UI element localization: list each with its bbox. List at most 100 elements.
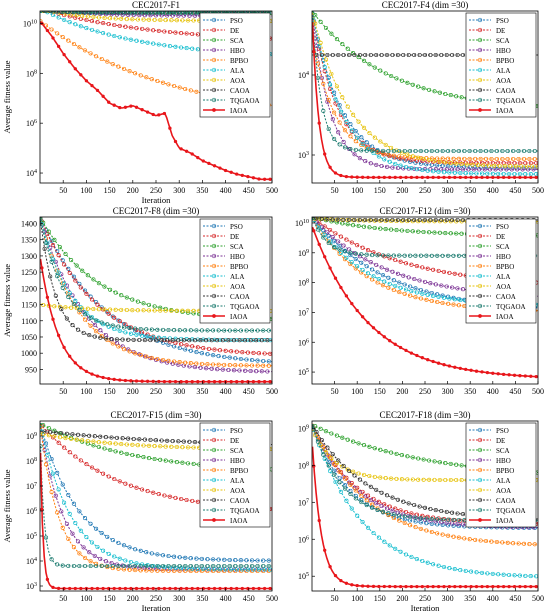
series-point-de	[387, 504, 392, 509]
series-point-iaoa	[388, 175, 392, 180]
series-point-iaoa	[529, 175, 533, 180]
series-point-iaoa	[518, 175, 522, 180]
series-point-tqgaoa	[88, 563, 93, 569]
series-point-bpbo	[397, 518, 402, 523]
series-point-aoa	[427, 157, 432, 163]
series-point-hbo	[92, 553, 97, 558]
series-point-hbo	[363, 257, 368, 262]
series-point-tqgaoa	[94, 11, 99, 15]
series-point-caoa	[48, 274, 53, 279]
series-point-caoa	[401, 217, 406, 223]
series-point-hbo	[390, 269, 395, 274]
series-point-de	[145, 489, 150, 494]
series-point-tqgaoa	[94, 318, 99, 323]
series-point-caoa	[148, 437, 153, 442]
series-point-iaoa	[366, 584, 370, 588]
series-point-tqgaoa	[505, 148, 510, 154]
series-point-ala	[365, 271, 371, 276]
series-point-aoa	[372, 135, 377, 140]
series-point-iaoa	[491, 584, 495, 589]
series-point-caoa	[450, 217, 455, 223]
series-point-ala	[195, 47, 200, 52]
series-point-iaoa	[207, 380, 211, 384]
series-point-caoa	[357, 477, 362, 482]
series-point-iaoa	[223, 168, 228, 173]
series-point-sca	[454, 231, 459, 236]
series-point-sca	[52, 237, 57, 242]
series-point-iaoa	[377, 584, 381, 589]
series-point-iaoa	[360, 315, 365, 319]
series-point-aoa	[174, 308, 179, 313]
series-point-ala	[349, 506, 354, 511]
series-point-sca	[405, 80, 410, 85]
series-point-bpbo	[511, 156, 516, 162]
x-tick-label: 450	[509, 186, 521, 195]
series-point-tqgaoa	[71, 302, 76, 307]
series-point-hbo	[75, 302, 81, 307]
series-point-aoa	[96, 307, 101, 312]
series-point-caoa	[357, 217, 362, 223]
series-point-tqgaoa	[359, 252, 364, 257]
series-point-iaoa	[328, 565, 332, 569]
series-point-tqgaoa	[227, 328, 232, 333]
series-point-tqgaoa	[326, 463, 331, 468]
series-point-ala	[507, 572, 512, 578]
series-point-bpbo	[446, 301, 451, 306]
series-point-aoa	[378, 139, 383, 144]
series-point-aoa	[421, 156, 426, 161]
series-point-caoa	[330, 452, 335, 457]
series-point-aoa	[191, 18, 196, 23]
series-point-bpbo	[418, 526, 423, 531]
series-point-tqgaoa	[149, 563, 154, 569]
series-point-iaoa	[350, 583, 354, 587]
series-point-tqgaoa	[456, 517, 461, 523]
series-point-de	[452, 271, 457, 276]
series-point-tqgaoa	[43, 535, 49, 540]
series-point-iaoa	[140, 586, 144, 591]
series-point-tqgaoa	[166, 327, 171, 333]
series-point-ala	[414, 557, 419, 562]
series-point-sca	[141, 301, 146, 306]
y-tick-label: 107	[298, 308, 309, 317]
series-point-ala	[431, 169, 436, 174]
series-point-hbo	[384, 164, 390, 169]
series-point-bpbo	[166, 358, 171, 363]
y-tick-label: 103	[26, 582, 37, 591]
series-point-tqgaoa	[233, 328, 238, 333]
series-point-iaoa	[328, 165, 332, 169]
series-point-hbo	[412, 276, 417, 282]
series-point-sca	[334, 37, 339, 42]
series-point-iaoa	[393, 175, 397, 180]
series-point-tqgaoa	[116, 11, 121, 15]
series-point-aoa	[394, 148, 399, 153]
series-point-sca	[334, 433, 339, 438]
series-point-ala	[73, 520, 78, 526]
series-point-caoa	[87, 333, 92, 338]
x-tick-label: 150	[104, 387, 116, 396]
series-point-tqgaoa	[446, 517, 451, 522]
series-point-sca	[146, 302, 152, 307]
series-point-de	[349, 240, 354, 245]
series-point-de	[190, 498, 195, 503]
series-point-de	[179, 342, 184, 347]
series-point-ala	[67, 511, 72, 516]
series-point-iaoa	[68, 586, 72, 591]
series-point-bpbo	[127, 567, 132, 572]
series-point-caoa	[109, 435, 114, 440]
series-point-sca	[351, 439, 356, 444]
legend-label-ala: ALA	[496, 273, 510, 281]
series-point-tqgaoa	[359, 500, 364, 505]
series-point-de	[162, 29, 167, 34]
series-point-caoa	[336, 458, 341, 463]
series-point-de	[328, 227, 333, 233]
series-point-caoa	[165, 11, 170, 15]
series-point-aoa	[383, 476, 388, 481]
series-point-sca	[372, 65, 377, 70]
series-point-tqgaoa	[216, 328, 221, 333]
series-point-bpbo	[505, 156, 510, 162]
series-point-pso	[205, 557, 210, 562]
series-point-aoa	[432, 158, 437, 164]
series-point-bpbo	[227, 363, 232, 368]
series-point-iaoa	[235, 586, 239, 591]
